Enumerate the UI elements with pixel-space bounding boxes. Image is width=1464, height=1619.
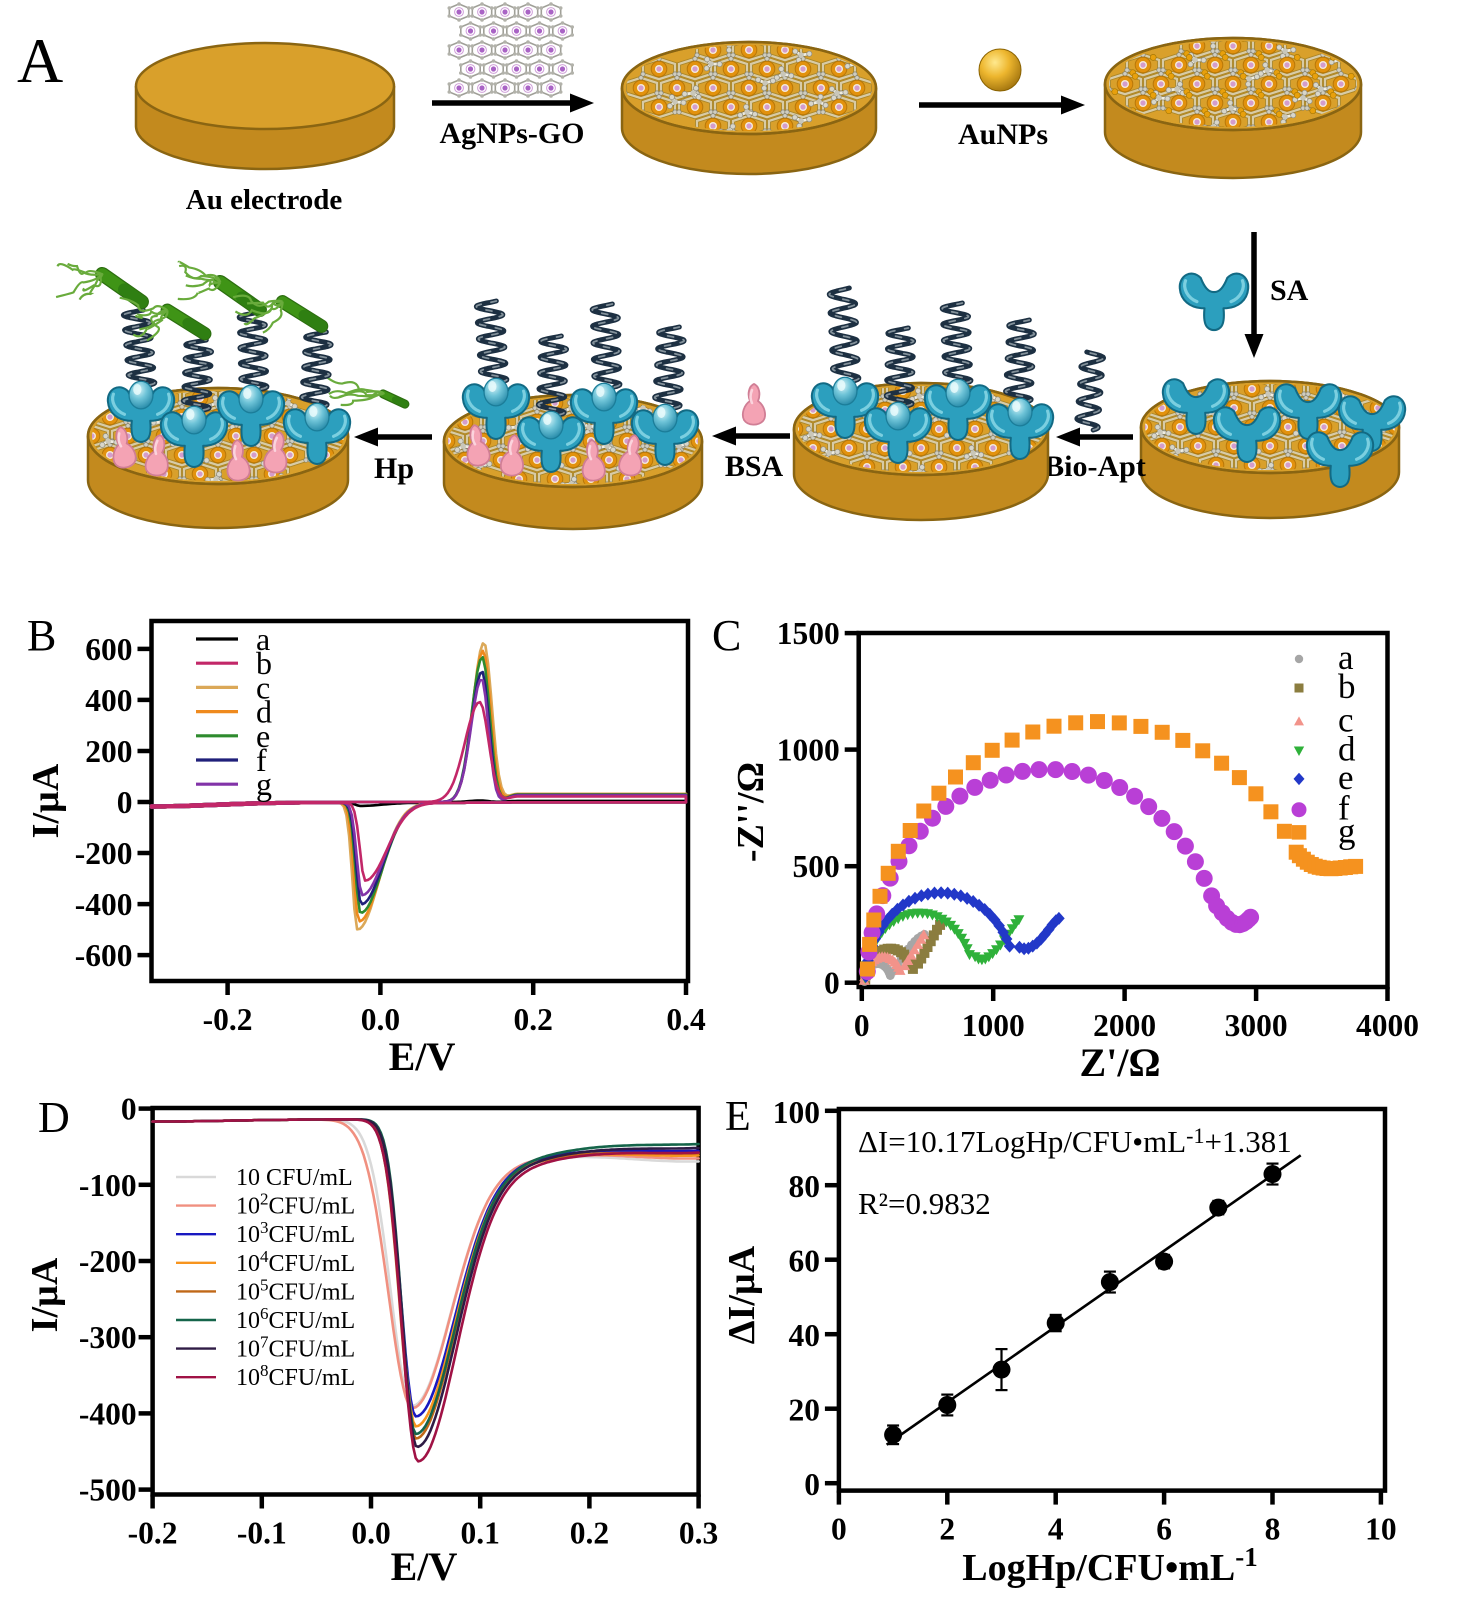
svg-text:c: c [256,669,270,705]
svg-text:b: b [256,645,272,681]
svg-text:-0.2: -0.2 [128,1516,178,1551]
svg-text:40: 40 [789,1318,821,1353]
svg-text:E/V: E/V [391,1544,458,1589]
svg-text:Hp: Hp [374,452,414,485]
svg-text:-500: -500 [79,1473,137,1508]
svg-text:0.3: 0.3 [679,1516,718,1551]
svg-text:0.4: 0.4 [666,1002,706,1037]
svg-text:102CFU/mL: 102CFU/mL [236,1190,355,1220]
svg-text:4: 4 [1048,1512,1064,1547]
svg-text:C: C [712,611,741,660]
svg-text:106CFU/mL: 106CFU/mL [236,1304,355,1334]
svg-text:b: b [1338,667,1356,706]
svg-text:e: e [256,718,270,754]
svg-text:f: f [256,742,267,778]
svg-text:80: 80 [789,1169,821,1204]
svg-text:0: 0 [854,1008,870,1043]
svg-text:0: 0 [824,966,840,1001]
svg-text:500: 500 [792,849,839,884]
svg-text:60: 60 [789,1244,821,1279]
svg-text:100: 100 [773,1095,820,1130]
svg-text:8: 8 [1265,1512,1281,1547]
svg-text:I/µA: I/µA [25,763,67,838]
svg-text:d: d [256,694,272,730]
svg-text:10 CFU/mL: 10 CFU/mL [236,1165,353,1191]
svg-text:Au electrode: Au electrode [186,184,343,216]
svg-text:104CFU/mL: 104CFU/mL [236,1247,355,1277]
svg-text:a: a [1338,638,1354,677]
svg-text:a: a [256,621,270,657]
svg-text:0.0: 0.0 [361,1002,400,1037]
svg-text:I/µA: I/µA [24,1257,66,1332]
svg-text:0.1: 0.1 [461,1516,500,1551]
svg-text:B: B [27,611,56,660]
svg-text:20: 20 [789,1393,821,1428]
svg-text:-200: -200 [75,836,133,871]
svg-text:108CFU/mL: 108CFU/mL [236,1361,355,1391]
svg-text:-200: -200 [79,1244,137,1279]
svg-text:1000: 1000 [777,733,840,768]
svg-text:600: 600 [85,632,132,667]
svg-text:2: 2 [939,1512,955,1547]
svg-text:-Z''/Ω: -Z''/Ω [730,762,772,862]
svg-text:Bio-Apt: Bio-Apt [1044,450,1146,483]
svg-text:AuNPs: AuNPs [958,118,1048,151]
svg-text:BSA: BSA [725,450,784,483]
svg-text:-400: -400 [79,1396,137,1431]
svg-text:200: 200 [85,734,132,769]
svg-text:0: 0 [831,1512,847,1547]
svg-text:1500: 1500 [777,616,840,651]
svg-text:D: D [38,1093,70,1142]
svg-text:-100: -100 [79,1168,137,1203]
svg-text:0.2: 0.2 [570,1516,609,1551]
svg-text:g: g [1338,811,1356,850]
svg-text:f: f [1338,789,1350,828]
svg-text:105CFU/mL: 105CFU/mL [236,1275,355,1305]
svg-text:103CFU/mL: 103CFU/mL [236,1218,355,1248]
svg-text:2000: 2000 [1093,1008,1156,1043]
svg-text:ΔI/µA: ΔI/µA [721,1245,763,1344]
svg-text:4000: 4000 [1356,1008,1419,1043]
svg-text:SA: SA [1270,274,1309,307]
svg-text:0.0: 0.0 [351,1516,390,1551]
svg-text:1000: 1000 [962,1008,1025,1043]
svg-text:LogHp/CFU•mL-1: LogHp/CFU•mL-1 [962,1542,1258,1589]
svg-text:107CFU/mL: 107CFU/mL [236,1333,355,1363]
svg-text:AgNPs-GO: AgNPs-GO [440,117,585,150]
svg-text:-300: -300 [79,1320,137,1355]
svg-text:6: 6 [1156,1512,1172,1547]
svg-text:0: 0 [804,1467,820,1502]
svg-text:10: 10 [1365,1512,1397,1547]
svg-text:400: 400 [85,683,132,718]
svg-text:0: 0 [117,785,133,820]
svg-text:c: c [1338,701,1354,740]
svg-text:R²=0.9832: R²=0.9832 [858,1186,991,1221]
svg-text:-0.2: -0.2 [203,1002,253,1037]
svg-text:-0.1: -0.1 [237,1516,287,1551]
svg-text:-600: -600 [75,938,133,973]
svg-text:0: 0 [121,1092,137,1127]
svg-text:ΔI=10.17LogHp/CFU•mL-1+1.381: ΔI=10.17LogHp/CFU•mL-1+1.381 [858,1123,1292,1159]
svg-text:E: E [725,1094,751,1140]
svg-text:A: A [17,25,63,96]
svg-text:e: e [1338,758,1354,797]
svg-text:-400: -400 [75,887,133,922]
svg-text:E/V: E/V [389,1034,456,1079]
svg-text:Z'/Ω: Z'/Ω [1080,1040,1161,1085]
svg-text:3000: 3000 [1225,1008,1288,1043]
svg-text:g: g [256,766,272,802]
svg-text:0.2: 0.2 [514,1002,553,1037]
svg-text:d: d [1338,730,1356,769]
